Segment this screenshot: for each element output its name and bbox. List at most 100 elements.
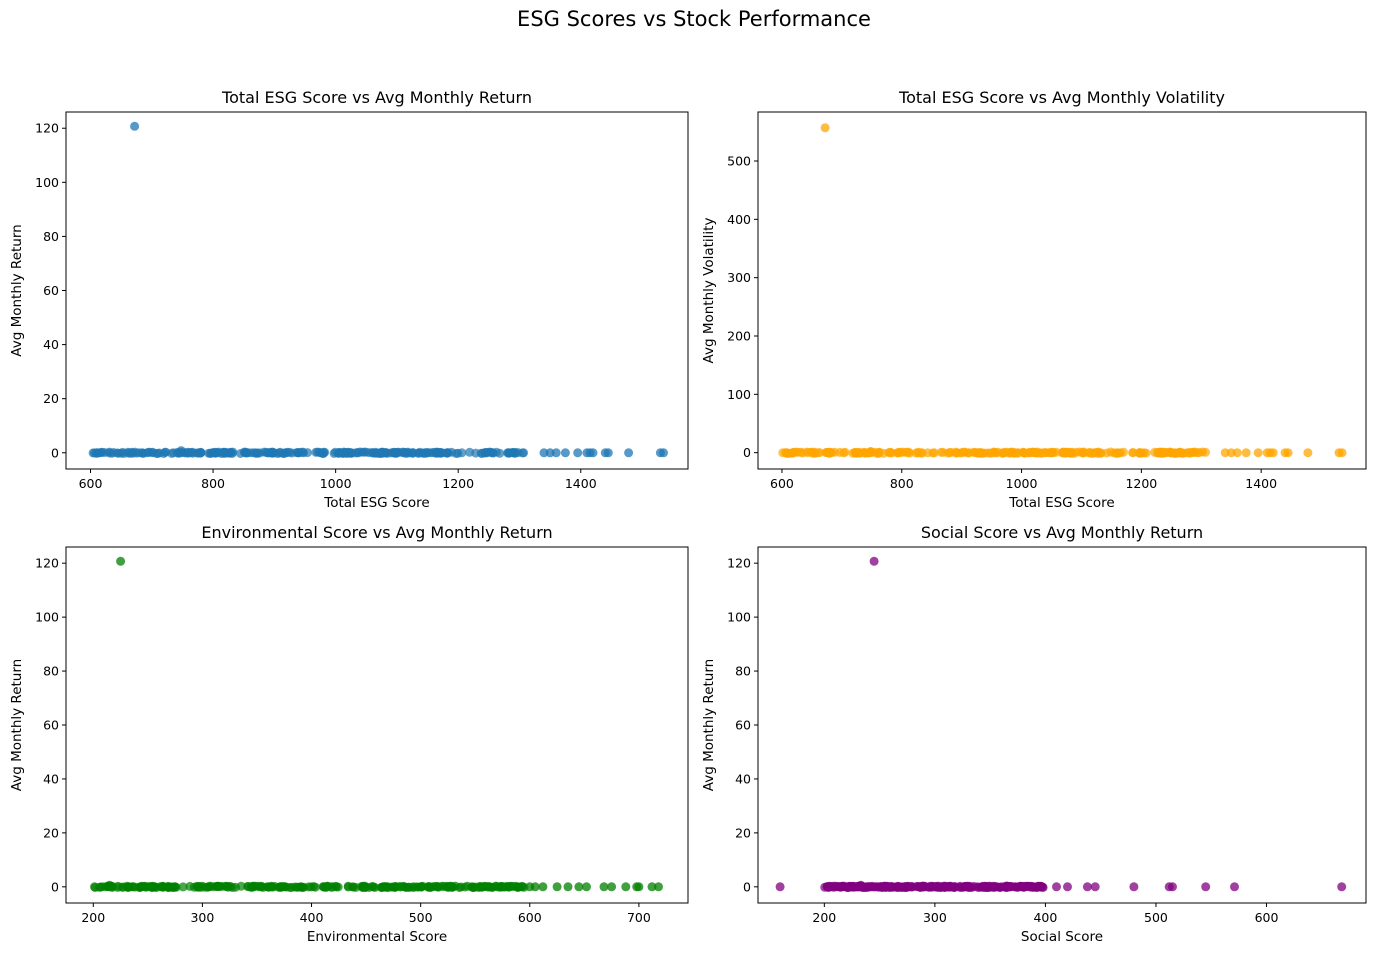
- data-point: [105, 880, 115, 890]
- data-point: [1002, 882, 1012, 892]
- data-point: [831, 882, 841, 892]
- data-point: [951, 447, 961, 457]
- x-tick-label: 200: [81, 910, 105, 925]
- data-point: [995, 883, 1005, 892]
- data-point: [130, 121, 140, 131]
- data-point: [340, 447, 350, 457]
- scatter-points: [778, 123, 1347, 458]
- x-tick-label: 600: [770, 476, 794, 491]
- data-point: [118, 882, 128, 892]
- data-point: [275, 882, 285, 892]
- data-point: [381, 448, 391, 458]
- data-point: [854, 447, 863, 457]
- panel-title: Total ESG Score vs Avg Monthly Volatilit…: [898, 88, 1225, 107]
- data-point: [826, 448, 836, 458]
- y-axis-label: Avg Monthly Volatility: [701, 218, 717, 364]
- data-point: [936, 447, 946, 457]
- data-point: [1283, 448, 1293, 458]
- data-point: [560, 448, 570, 458]
- data-point: [178, 882, 188, 892]
- y-tick-label: 0: [743, 879, 751, 894]
- x-tick-label: 700: [627, 910, 651, 925]
- data-point: [624, 448, 634, 458]
- data-point: [116, 556, 126, 566]
- x-tick-label: 1000: [320, 476, 352, 491]
- data-point: [205, 448, 215, 458]
- data-point: [147, 882, 157, 892]
- figure-title: ESG Scores vs Stock Performance: [517, 7, 871, 31]
- data-point: [499, 882, 509, 892]
- data-point: [209, 882, 218, 892]
- data-point: [796, 447, 806, 457]
- data-point: [985, 881, 995, 891]
- y-tick-label: 60: [735, 718, 751, 733]
- data-point: [196, 882, 206, 892]
- data-point: [1078, 448, 1088, 458]
- x-tick-label: 1400: [565, 476, 597, 491]
- panel-2: Total ESG Score vs Avg Monthly Volatilit…: [701, 88, 1367, 511]
- x-tick-label: 600: [518, 910, 542, 925]
- y-tick-label: 500: [727, 154, 751, 169]
- data-point: [869, 556, 879, 566]
- data-point: [333, 882, 343, 892]
- axes-frame: [757, 546, 1367, 904]
- data-point: [228, 447, 238, 457]
- data-point: [654, 882, 663, 892]
- data-point: [1268, 448, 1278, 458]
- data-point: [573, 448, 583, 458]
- data-point: [503, 448, 513, 458]
- data-point: [1035, 881, 1045, 891]
- scatter-points: [88, 121, 668, 458]
- data-point: [960, 882, 970, 891]
- data-point: [839, 448, 849, 458]
- y-tick-label: 120: [35, 121, 59, 136]
- x-tick-label: 400: [300, 910, 324, 925]
- y-tick-label: 100: [727, 610, 751, 625]
- x-axis-label: Social Score: [1021, 929, 1103, 945]
- axes-frame: [757, 111, 1367, 470]
- y-tick-label: 40: [43, 337, 59, 352]
- y-tick-label: 400: [727, 212, 751, 227]
- data-point: [176, 446, 186, 456]
- data-point: [599, 882, 609, 892]
- data-point: [1173, 448, 1183, 458]
- data-point: [1010, 882, 1020, 892]
- data-point: [518, 448, 527, 458]
- data-point: [803, 448, 813, 457]
- data-point: [382, 882, 392, 892]
- data-point: [398, 448, 408, 458]
- data-point: [903, 882, 913, 891]
- data-point: [360, 882, 370, 892]
- data-point: [1253, 448, 1263, 458]
- y-axis-label: Avg Monthly Return: [9, 659, 25, 791]
- data-point: [185, 881, 195, 891]
- data-point: [1013, 448, 1023, 458]
- data-point: [588, 448, 598, 458]
- data-point: [348, 882, 358, 892]
- data-point: [582, 882, 591, 892]
- data-point: [603, 448, 613, 458]
- data-point: [991, 448, 1001, 458]
- data-point: [856, 880, 866, 890]
- data-point: [1141, 448, 1151, 458]
- panels: Total ESG Score vs Avg Monthly Return600…: [9, 88, 1367, 945]
- data-point: [1134, 448, 1144, 457]
- x-tick-label: 500: [1144, 910, 1168, 925]
- data-point: [128, 882, 138, 892]
- data-point: [1337, 882, 1347, 892]
- data-point: [822, 882, 832, 892]
- y-axis-label: Avg Monthly Return: [9, 224, 25, 356]
- axes-frame: [65, 111, 689, 470]
- y-tick-label: 20: [43, 825, 59, 840]
- data-point: [266, 881, 276, 891]
- data-point: [434, 447, 443, 457]
- data-point: [775, 882, 785, 892]
- scatter-points: [775, 556, 1347, 892]
- y-tick-label: 0: [51, 879, 59, 894]
- data-point: [1303, 448, 1313, 458]
- data-point: [416, 882, 426, 892]
- data-point: [985, 448, 995, 458]
- data-point: [1232, 448, 1242, 458]
- data-point: [148, 447, 158, 457]
